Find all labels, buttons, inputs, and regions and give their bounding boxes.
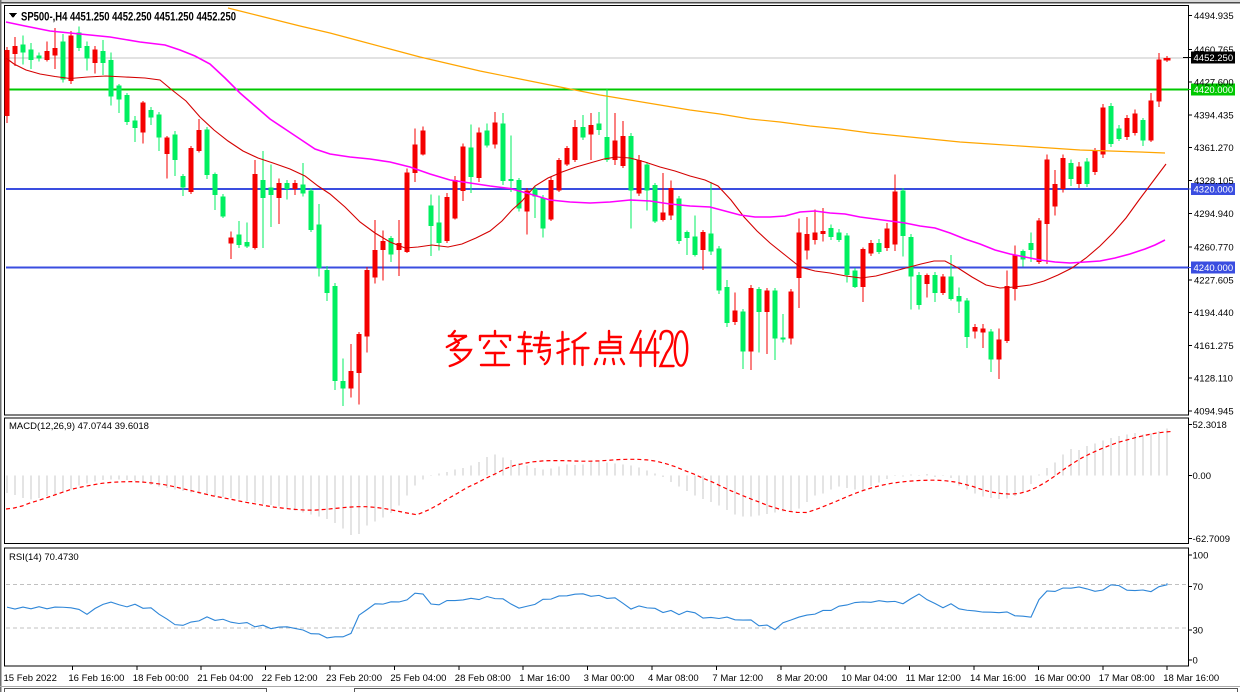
- svg-text:4460.765: 4460.765: [1194, 45, 1234, 56]
- svg-text:-62.7009: -62.7009: [1193, 534, 1231, 545]
- svg-text:3 Mar 00:00: 3 Mar 00:00: [584, 673, 635, 684]
- svg-text:4161.275: 4161.275: [1194, 341, 1234, 352]
- svg-text:25 Feb 04:00: 25 Feb 04:00: [390, 673, 446, 684]
- svg-text:8 Mar 20:00: 8 Mar 20:00: [777, 673, 828, 684]
- svg-text:16 Mar 00:00: 16 Mar 00:00: [1034, 673, 1090, 684]
- svg-text:14 Mar 16:00: 14 Mar 16:00: [970, 673, 1026, 684]
- svg-text:100: 100: [1193, 551, 1209, 562]
- svg-text:7 Mar 12:00: 7 Mar 12:00: [712, 673, 763, 684]
- svg-text:4361.270: 4361.270: [1194, 143, 1234, 154]
- svg-text:4420.000: 4420.000: [1194, 85, 1234, 96]
- svg-text:17 Mar 08:00: 17 Mar 08:00: [1099, 673, 1155, 684]
- svg-text:MACD(12,26,9) 47.0744 39.6018: MACD(12,26,9) 47.0744 39.6018: [9, 421, 149, 432]
- svg-text:0: 0: [1193, 656, 1198, 667]
- svg-text:18 Feb 00:00: 18 Feb 00:00: [133, 673, 189, 684]
- svg-text:52.3018: 52.3018: [1193, 420, 1227, 431]
- svg-text:10 Mar 04:00: 10 Mar 04:00: [841, 673, 897, 684]
- svg-text:4 Mar 08:00: 4 Mar 08:00: [648, 673, 699, 684]
- svg-text:18 Mar 16:00: 18 Mar 16:00: [1163, 673, 1219, 684]
- svg-text:21 Feb 04:00: 21 Feb 04:00: [197, 673, 253, 684]
- svg-text:4320.000: 4320.000: [1194, 185, 1234, 196]
- svg-text:30: 30: [1193, 626, 1204, 637]
- svg-text:4394.435: 4394.435: [1194, 110, 1234, 121]
- svg-text:70: 70: [1193, 582, 1204, 593]
- svg-text:4094.945: 4094.945: [1194, 407, 1234, 418]
- svg-text:4294.940: 4294.940: [1194, 209, 1234, 220]
- svg-text:4227.605: 4227.605: [1194, 275, 1234, 286]
- svg-text:RSI(14) 70.4730: RSI(14) 70.4730: [9, 552, 79, 563]
- svg-text:4328.105: 4328.105: [1194, 176, 1234, 187]
- svg-text:4260.770: 4260.770: [1194, 243, 1234, 254]
- svg-text:0.00: 0.00: [1193, 471, 1212, 482]
- svg-text:15 Feb 2022: 15 Feb 2022: [4, 673, 57, 684]
- svg-text:4494.935: 4494.935: [1194, 11, 1234, 22]
- svg-text:11 Mar 12:00: 11 Mar 12:00: [906, 673, 961, 684]
- svg-text:SP500-,H4 4451.250 4452.250 4: SP500-,H4 4451.250 4452.250 4451.250 445…: [21, 12, 236, 24]
- svg-text:4452.250: 4452.250: [1194, 53, 1234, 64]
- svg-text:4427.600: 4427.600: [1194, 78, 1234, 89]
- svg-text:4128.110: 4128.110: [1194, 374, 1233, 385]
- svg-text:4240.000: 4240.000: [1194, 263, 1234, 274]
- svg-text:16 Feb 16:00: 16 Feb 16:00: [68, 673, 124, 684]
- svg-text:1 Mar 16:00: 1 Mar 16:00: [519, 673, 570, 684]
- svg-text:28 Feb 08:00: 28 Feb 08:00: [455, 673, 511, 684]
- svg-text:23 Feb 20:00: 23 Feb 20:00: [326, 673, 382, 684]
- svg-text:22 Feb 12:00: 22 Feb 12:00: [262, 673, 318, 684]
- svg-text:4194.440: 4194.440: [1194, 308, 1234, 319]
